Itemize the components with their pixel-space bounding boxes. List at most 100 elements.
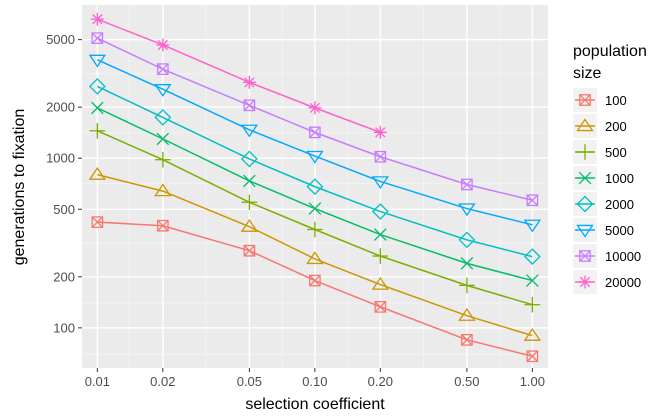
data-point-100	[374, 301, 387, 313]
legend-item-200: 200	[573, 114, 627, 138]
data-point-200	[240, 218, 259, 232]
legend-item-10000: 10000	[573, 244, 641, 268]
marker-diamond	[88, 78, 106, 95]
data-point-500	[372, 248, 389, 264]
marker-diag-b	[461, 334, 473, 346]
data-point-2000	[306, 178, 324, 196]
x-tick-label: 1.00	[520, 374, 545, 389]
data-point-5000	[306, 150, 324, 164]
marker-square	[526, 350, 539, 363]
data-point-20000	[242, 75, 256, 89]
marker-diag-b	[461, 178, 473, 191]
marker-diag-b	[374, 301, 386, 313]
marker-diag-b	[309, 274, 321, 287]
marker-triangle	[458, 203, 476, 217]
legend-item-1000: 1000	[573, 166, 634, 190]
marker-diamond	[240, 150, 258, 168]
x-axis-label: selection coefficient	[245, 396, 385, 413]
data-point-500	[155, 151, 171, 168]
marker-square	[243, 99, 256, 112]
marker-diag-b	[243, 99, 256, 111]
data-point-20000	[308, 101, 322, 115]
data-point-100	[461, 333, 473, 346]
data-point-1000	[91, 101, 104, 115]
marker-square	[309, 126, 321, 139]
legend-key-marker	[578, 171, 592, 185]
y-axis-label: generations to fixation	[11, 109, 28, 266]
legend-item-label: 1000	[605, 171, 634, 186]
data-point-200	[154, 183, 172, 197]
legend-key-marker	[577, 144, 593, 160]
x-tick-label: 0.10	[302, 374, 327, 389]
marker-triangle	[154, 183, 172, 197]
marker-diag-b	[526, 194, 539, 206]
data-point-10000	[461, 178, 473, 191]
legend-item-label: 2000	[605, 197, 634, 212]
marker-square	[461, 333, 473, 346]
data-point-100	[243, 244, 256, 257]
legend-key-marker	[576, 195, 594, 213]
data-point-200	[523, 327, 542, 341]
marker-square	[526, 194, 539, 207]
data-point-2000	[154, 109, 172, 126]
data-point-200	[371, 276, 390, 290]
x-axis: 0.01 0.02 0.05 0.10 0.20 0.50 1.00	[85, 368, 545, 389]
data-point-200	[306, 251, 324, 265]
data-point-10000	[309, 126, 321, 139]
x-tick-label: 0.05	[237, 374, 262, 389]
marker-diag-b	[243, 174, 256, 188]
marker-diamond	[306, 178, 324, 196]
data-point-20000	[90, 12, 104, 26]
series-line-200	[97, 173, 533, 337]
marker-triangle	[458, 308, 476, 321]
marker-diamond	[458, 231, 476, 249]
legend-key-marker	[579, 94, 591, 106]
legend-item-label: 200	[605, 119, 627, 134]
marker-diag-b	[375, 127, 386, 138]
marker-diag-b	[579, 250, 591, 262]
marker-diag-b	[91, 101, 104, 115]
marker-square	[156, 63, 169, 75]
data-point-10000	[156, 63, 169, 75]
x-tick-label: 0.20	[368, 374, 393, 389]
marker-diag-b	[91, 216, 104, 228]
marker-square	[91, 32, 104, 45]
marker-diag-b	[309, 102, 320, 114]
marker-triangle	[576, 224, 594, 238]
marker-diag-b	[526, 274, 539, 287]
data-point-1000	[374, 228, 387, 241]
data-point-5000	[154, 84, 172, 97]
y-axis: 100 200 500 1000 2000 5000	[46, 32, 82, 335]
marker-diag-b	[243, 245, 256, 257]
y-tick-label: 2000	[46, 100, 75, 115]
marker-square	[374, 150, 387, 163]
data-point-500	[89, 123, 106, 139]
legend-item-label: 10000	[605, 249, 641, 264]
marker-triangle	[154, 84, 172, 97]
marker-diamond	[576, 195, 594, 213]
legend-keys: 100 200 500 1000 2000 5000 10000 20000	[573, 88, 641, 294]
legend-key-marker	[578, 275, 592, 289]
x-tick-label: 0.02	[150, 374, 175, 389]
marker-diamond	[523, 248, 541, 266]
data-point-200	[88, 166, 107, 180]
marker-diag-b	[374, 151, 386, 163]
y-tick-label: 500	[53, 202, 75, 217]
data-point-5000	[371, 176, 390, 190]
data-point-5000	[240, 124, 259, 138]
data-point-10000	[91, 32, 104, 45]
marker-triangle	[88, 54, 107, 68]
data-point-100	[91, 216, 104, 228]
legend-item-500: 500	[573, 140, 627, 164]
marker-diag-b	[157, 220, 169, 232]
marker-square	[374, 301, 387, 313]
legend-item-label: 100	[605, 93, 627, 108]
marker-square	[243, 244, 256, 257]
marker-diag-b	[374, 228, 387, 241]
legend-key-marker	[576, 118, 594, 132]
legend-title-line1: population	[573, 43, 647, 60]
data-point-500	[459, 277, 475, 294]
legend-key-marker	[576, 224, 594, 238]
legend: population size 100200500100020005000100…	[573, 43, 647, 294]
